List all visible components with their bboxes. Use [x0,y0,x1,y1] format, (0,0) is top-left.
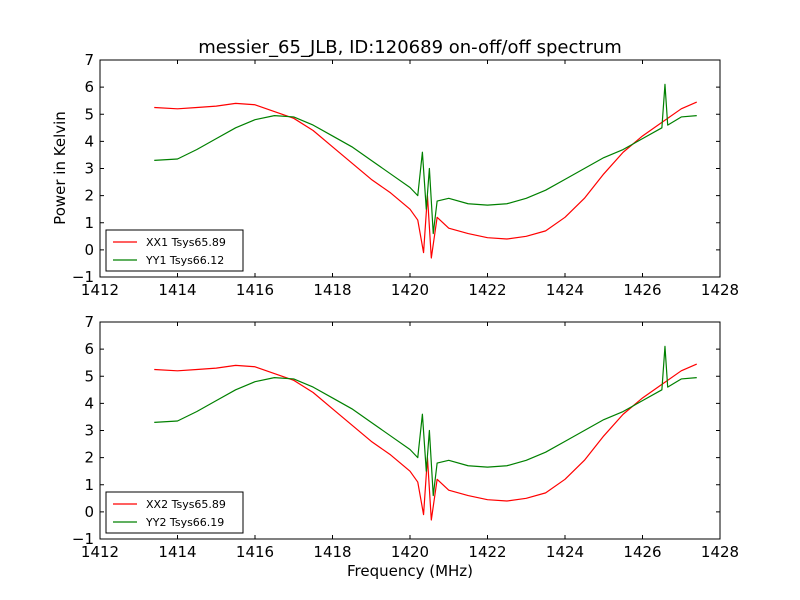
x-tick-label: 1416 [236,281,274,299]
y-tick-label: 2 [84,187,94,205]
x-tick-label: 1428 [701,543,739,561]
x-tick-label: 1418 [313,543,351,561]
x-axis-label: Frequency (MHz) [347,562,473,580]
x-tick-label: 1412 [81,281,119,299]
x-tick-label: 1412 [81,543,119,561]
x-tick-label: 1414 [158,281,196,299]
x-tick-label: 1428 [701,281,739,299]
x-tick-label: 1418 [313,281,351,299]
y-tick-label: 5 [84,367,94,385]
x-tick-label: 1424 [546,281,584,299]
x-tick-label: 1420 [391,543,429,561]
y-tick-label: 0 [84,503,94,521]
y-tick-label: 3 [84,422,94,440]
x-tick-label: 1422 [468,543,506,561]
y-tick-label: −1 [72,530,94,548]
y-axis-label: Power in Kelvin [51,111,69,225]
series-line-green [154,83,697,235]
x-tick-label: 1426 [623,281,661,299]
x-tick-label: 1424 [546,543,584,561]
legend-entry: YY2 Tsys66.19 [145,516,224,529]
y-tick-label: 7 [84,51,94,69]
y-tick-label: 6 [84,340,94,358]
legend: XX2 Tsys65.89 YY2 Tsys66.19 [105,491,244,534]
legend-entry: XX1 Tsys65.89 [146,236,226,249]
y-tick-label: 2 [84,449,94,467]
y-tick-label: 4 [84,132,94,150]
x-tick-label: 1426 [623,543,661,561]
plot-panel-2: 1412 1414 1416 1418 1420 1422 1424 1426 1428−101… [72,313,739,561]
y-tick-label: 5 [84,105,94,123]
panels: 1412 1414 1416 1418 1420 1422 1424 1426 1428−101… [72,51,739,561]
chart-title: messier_65_JLB, ID:120689 on-off/off spe… [198,37,622,58]
x-tick-label: 1416 [236,543,274,561]
plot-panel-1: 1412 1414 1416 1418 1420 1422 1424 1426 1428−101… [72,51,739,299]
x-tick-label: 1414 [158,543,196,561]
y-tick-label: −1 [72,268,94,286]
x-tick-label: 1422 [468,281,506,299]
legend-box [105,491,244,534]
legend-entry: YY1 Tsys66.12 [145,254,224,267]
y-tick-label: 7 [84,313,94,331]
y-tick-label: 1 [84,214,94,232]
legend: XX1 Tsys65.89 YY1 Tsys66.12 [105,229,244,272]
y-tick-label: 0 [84,241,94,259]
legend-entry: XX2 Tsys65.89 [146,498,226,511]
series-line-green [154,345,697,497]
y-tick-label: 3 [84,160,94,178]
y-tick-label: 6 [84,78,94,96]
y-tick-label: 1 [84,476,94,494]
legend-box [105,229,244,272]
x-tick-label: 1420 [391,281,429,299]
y-tick-label: 4 [84,394,94,412]
